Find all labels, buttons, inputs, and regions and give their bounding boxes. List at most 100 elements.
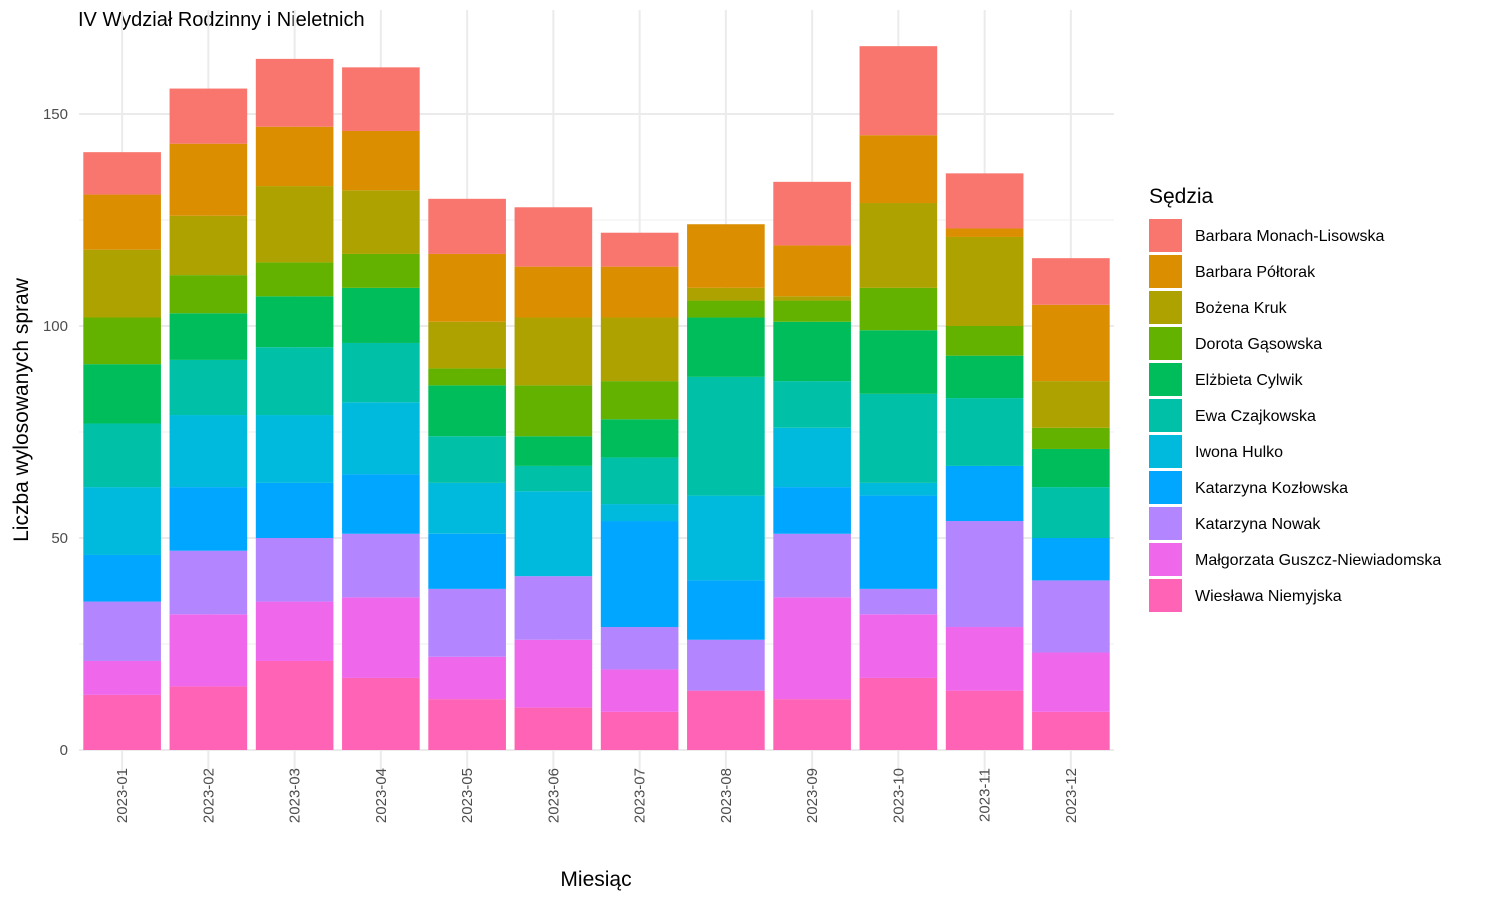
legend-label: Barbara Półtorak xyxy=(1195,264,1316,281)
bar-segment xyxy=(1032,580,1110,653)
bar-segment xyxy=(169,313,248,360)
bar-segment xyxy=(945,173,1024,229)
bar-segment xyxy=(773,699,851,750)
bar-segment xyxy=(1032,538,1110,581)
bar-segment xyxy=(1032,652,1110,712)
bar-segment xyxy=(169,143,248,216)
legend-swatch xyxy=(1149,327,1182,360)
x-tick-label: 2023-06 xyxy=(545,768,562,823)
bar-segment xyxy=(773,321,851,382)
bar-segment xyxy=(773,300,851,322)
bar-segment xyxy=(342,253,420,288)
legend-label: Małgorzata Guszcz-Niewiadomska xyxy=(1195,552,1441,569)
legend-label: Wiesława Niemyjska xyxy=(1195,588,1342,605)
bar-segment xyxy=(945,228,1024,237)
x-tick-label: 2023-04 xyxy=(373,768,390,823)
bar-segment xyxy=(687,317,765,377)
bar-segment xyxy=(169,415,248,488)
legend-label: Katarzyna Nowak xyxy=(1195,516,1321,533)
bar-segment xyxy=(342,533,420,598)
bar-segment xyxy=(83,152,161,195)
bar-segment xyxy=(859,482,938,496)
x-tick-label: 2023-09 xyxy=(804,768,821,823)
bar-segment xyxy=(600,711,679,750)
bar-segment xyxy=(514,436,593,466)
x-tick-label: 2023-12 xyxy=(1063,768,1080,823)
bar-segment xyxy=(1032,427,1110,449)
bar-segment xyxy=(514,639,593,708)
bar-segment xyxy=(255,660,334,750)
x-axis-ticks: 2023-01 2023-02 2023-03 2023-04 2023-05 2023-… xyxy=(114,768,1080,823)
bar-segment xyxy=(169,487,248,551)
bar-segment xyxy=(83,194,161,250)
bar-segment xyxy=(945,355,1024,399)
bar-segment xyxy=(255,186,334,263)
bar-segment xyxy=(859,677,938,750)
bar-segment xyxy=(945,690,1024,750)
bar-segment xyxy=(945,236,1024,326)
bar-segment xyxy=(773,181,851,246)
legend-swatch xyxy=(1149,543,1182,576)
bar-segment xyxy=(687,495,765,581)
bar-segment xyxy=(859,135,938,204)
y-tick-label: 150 xyxy=(43,106,68,123)
y-axis-title: Liczba wylosowanych spraw xyxy=(10,277,33,542)
bar-segment xyxy=(255,262,334,297)
bar-segment xyxy=(859,46,938,136)
legend-title: Sędzia xyxy=(1149,185,1214,208)
bar-segment xyxy=(342,287,420,343)
legend-label: Elżbieta Cylwik xyxy=(1195,372,1304,389)
legend-swatch xyxy=(1149,363,1182,396)
bar-segment xyxy=(255,296,334,348)
legend-swatch xyxy=(1149,399,1182,432)
bar-segment xyxy=(859,287,938,331)
legend-swatch xyxy=(1149,579,1182,612)
bar-segment xyxy=(83,694,161,750)
bar-segment xyxy=(514,317,593,386)
bar-segment xyxy=(859,203,938,288)
legend-label: Ewa Czajkowska xyxy=(1195,408,1316,425)
bar-segment xyxy=(428,699,506,750)
bar-segment xyxy=(600,627,679,670)
bar-segment xyxy=(428,533,506,589)
bar-segment xyxy=(428,321,506,369)
bar-segment xyxy=(514,385,593,437)
bar-segment xyxy=(428,482,506,534)
bar-segment xyxy=(255,58,334,127)
bars xyxy=(83,46,1110,750)
bar-segment xyxy=(687,300,765,318)
bar-segment xyxy=(169,686,248,750)
legend-swatch xyxy=(1149,435,1182,468)
bar-segment xyxy=(428,253,506,322)
bar-segment xyxy=(687,580,765,640)
legend-label: Barbara Monach-Lisowska xyxy=(1195,228,1385,245)
bar-segment xyxy=(600,419,679,458)
bar-segment xyxy=(600,317,679,382)
legend-swatch xyxy=(1149,471,1182,504)
bar-segment xyxy=(687,639,765,691)
bar-segment xyxy=(945,465,1024,522)
y-axis-ticks: 0 50 100 150 xyxy=(43,106,68,759)
bar-segment xyxy=(773,427,851,488)
bar-segment xyxy=(600,457,679,505)
legend: Sędzia Barbara Monach-Lisowska Barbara Pó… xyxy=(1149,185,1441,612)
bar-segment xyxy=(83,554,161,602)
bar-segment xyxy=(428,588,506,657)
bar-segment xyxy=(428,656,506,700)
bar-segment xyxy=(342,342,420,403)
bar-segment xyxy=(83,249,161,318)
legend-label: Katarzyna Kozłowska xyxy=(1195,480,1348,497)
bar-segment xyxy=(342,597,420,678)
bar-segment xyxy=(1032,258,1110,305)
bar-segment xyxy=(342,190,420,254)
bar-segment xyxy=(83,423,161,488)
bar-segment xyxy=(169,88,248,144)
bar-segment xyxy=(514,266,593,318)
bar-segment xyxy=(773,296,851,301)
bar-segment xyxy=(342,67,420,131)
bar-segment xyxy=(773,597,851,700)
legend-swatch xyxy=(1149,507,1182,540)
bar-segment xyxy=(514,491,593,577)
bar-segment xyxy=(514,207,593,267)
